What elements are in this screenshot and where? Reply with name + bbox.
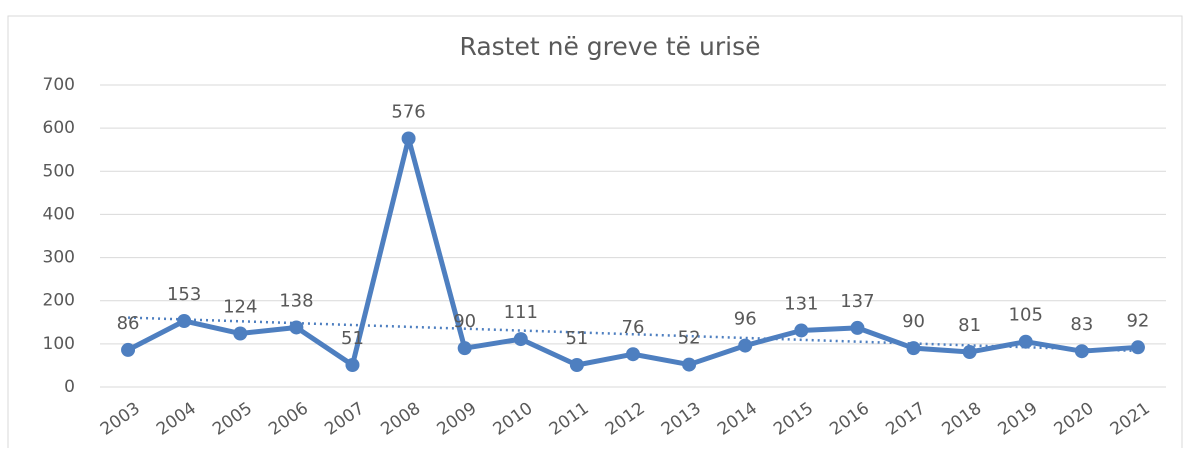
data-label: 105 (1009, 305, 1043, 326)
data-point (513, 332, 528, 347)
data-point (850, 320, 865, 335)
data-point (738, 338, 753, 353)
data-label: 90 (453, 311, 476, 332)
data-point (626, 347, 640, 362)
data-label: 92 (1126, 310, 1149, 331)
data-label: 76 (622, 317, 645, 338)
chart-title: Rastet në greve të urisë (460, 32, 761, 61)
data-point (233, 326, 248, 341)
y-tick-label: 400 (43, 204, 75, 224)
data-label: 137 (840, 291, 874, 312)
y-tick-label: 0 (64, 377, 75, 397)
data-label: 153 (167, 284, 201, 305)
data-point (457, 341, 472, 356)
data-label: 111 (504, 302, 538, 323)
y-tick-label: 700 (43, 75, 75, 95)
data-point (289, 320, 304, 335)
data-point (794, 323, 809, 338)
data-point (1018, 334, 1033, 349)
data-point (906, 341, 921, 356)
data-label: 131 (784, 293, 818, 314)
data-point (121, 342, 136, 357)
data-point (1074, 344, 1089, 359)
y-tick-label: 500 (43, 161, 75, 181)
data-label: 124 (223, 297, 257, 318)
data-point (962, 345, 977, 360)
data-label: 52 (678, 328, 701, 349)
data-point (682, 357, 697, 372)
data-point (401, 131, 416, 146)
data-label: 81 (958, 315, 981, 336)
data-label: 86 (117, 313, 140, 334)
data-point (1130, 340, 1145, 355)
data-label: 138 (279, 290, 313, 311)
data-point (569, 357, 584, 372)
data-point (177, 313, 192, 328)
data-label: 83 (1070, 314, 1093, 335)
data-point (345, 357, 360, 372)
y-tick-label: 600 (43, 118, 75, 138)
data-label: 90 (902, 311, 925, 332)
data-label: 96 (734, 309, 757, 330)
chart-frame (7, 15, 1183, 452)
y-tick-label: 300 (43, 248, 75, 268)
y-tick-label: 100 (43, 334, 75, 354)
data-label: 51 (565, 328, 588, 349)
data-label: 576 (391, 101, 425, 122)
data-label: 51 (341, 328, 364, 349)
y-tick-label: 200 (43, 291, 75, 311)
